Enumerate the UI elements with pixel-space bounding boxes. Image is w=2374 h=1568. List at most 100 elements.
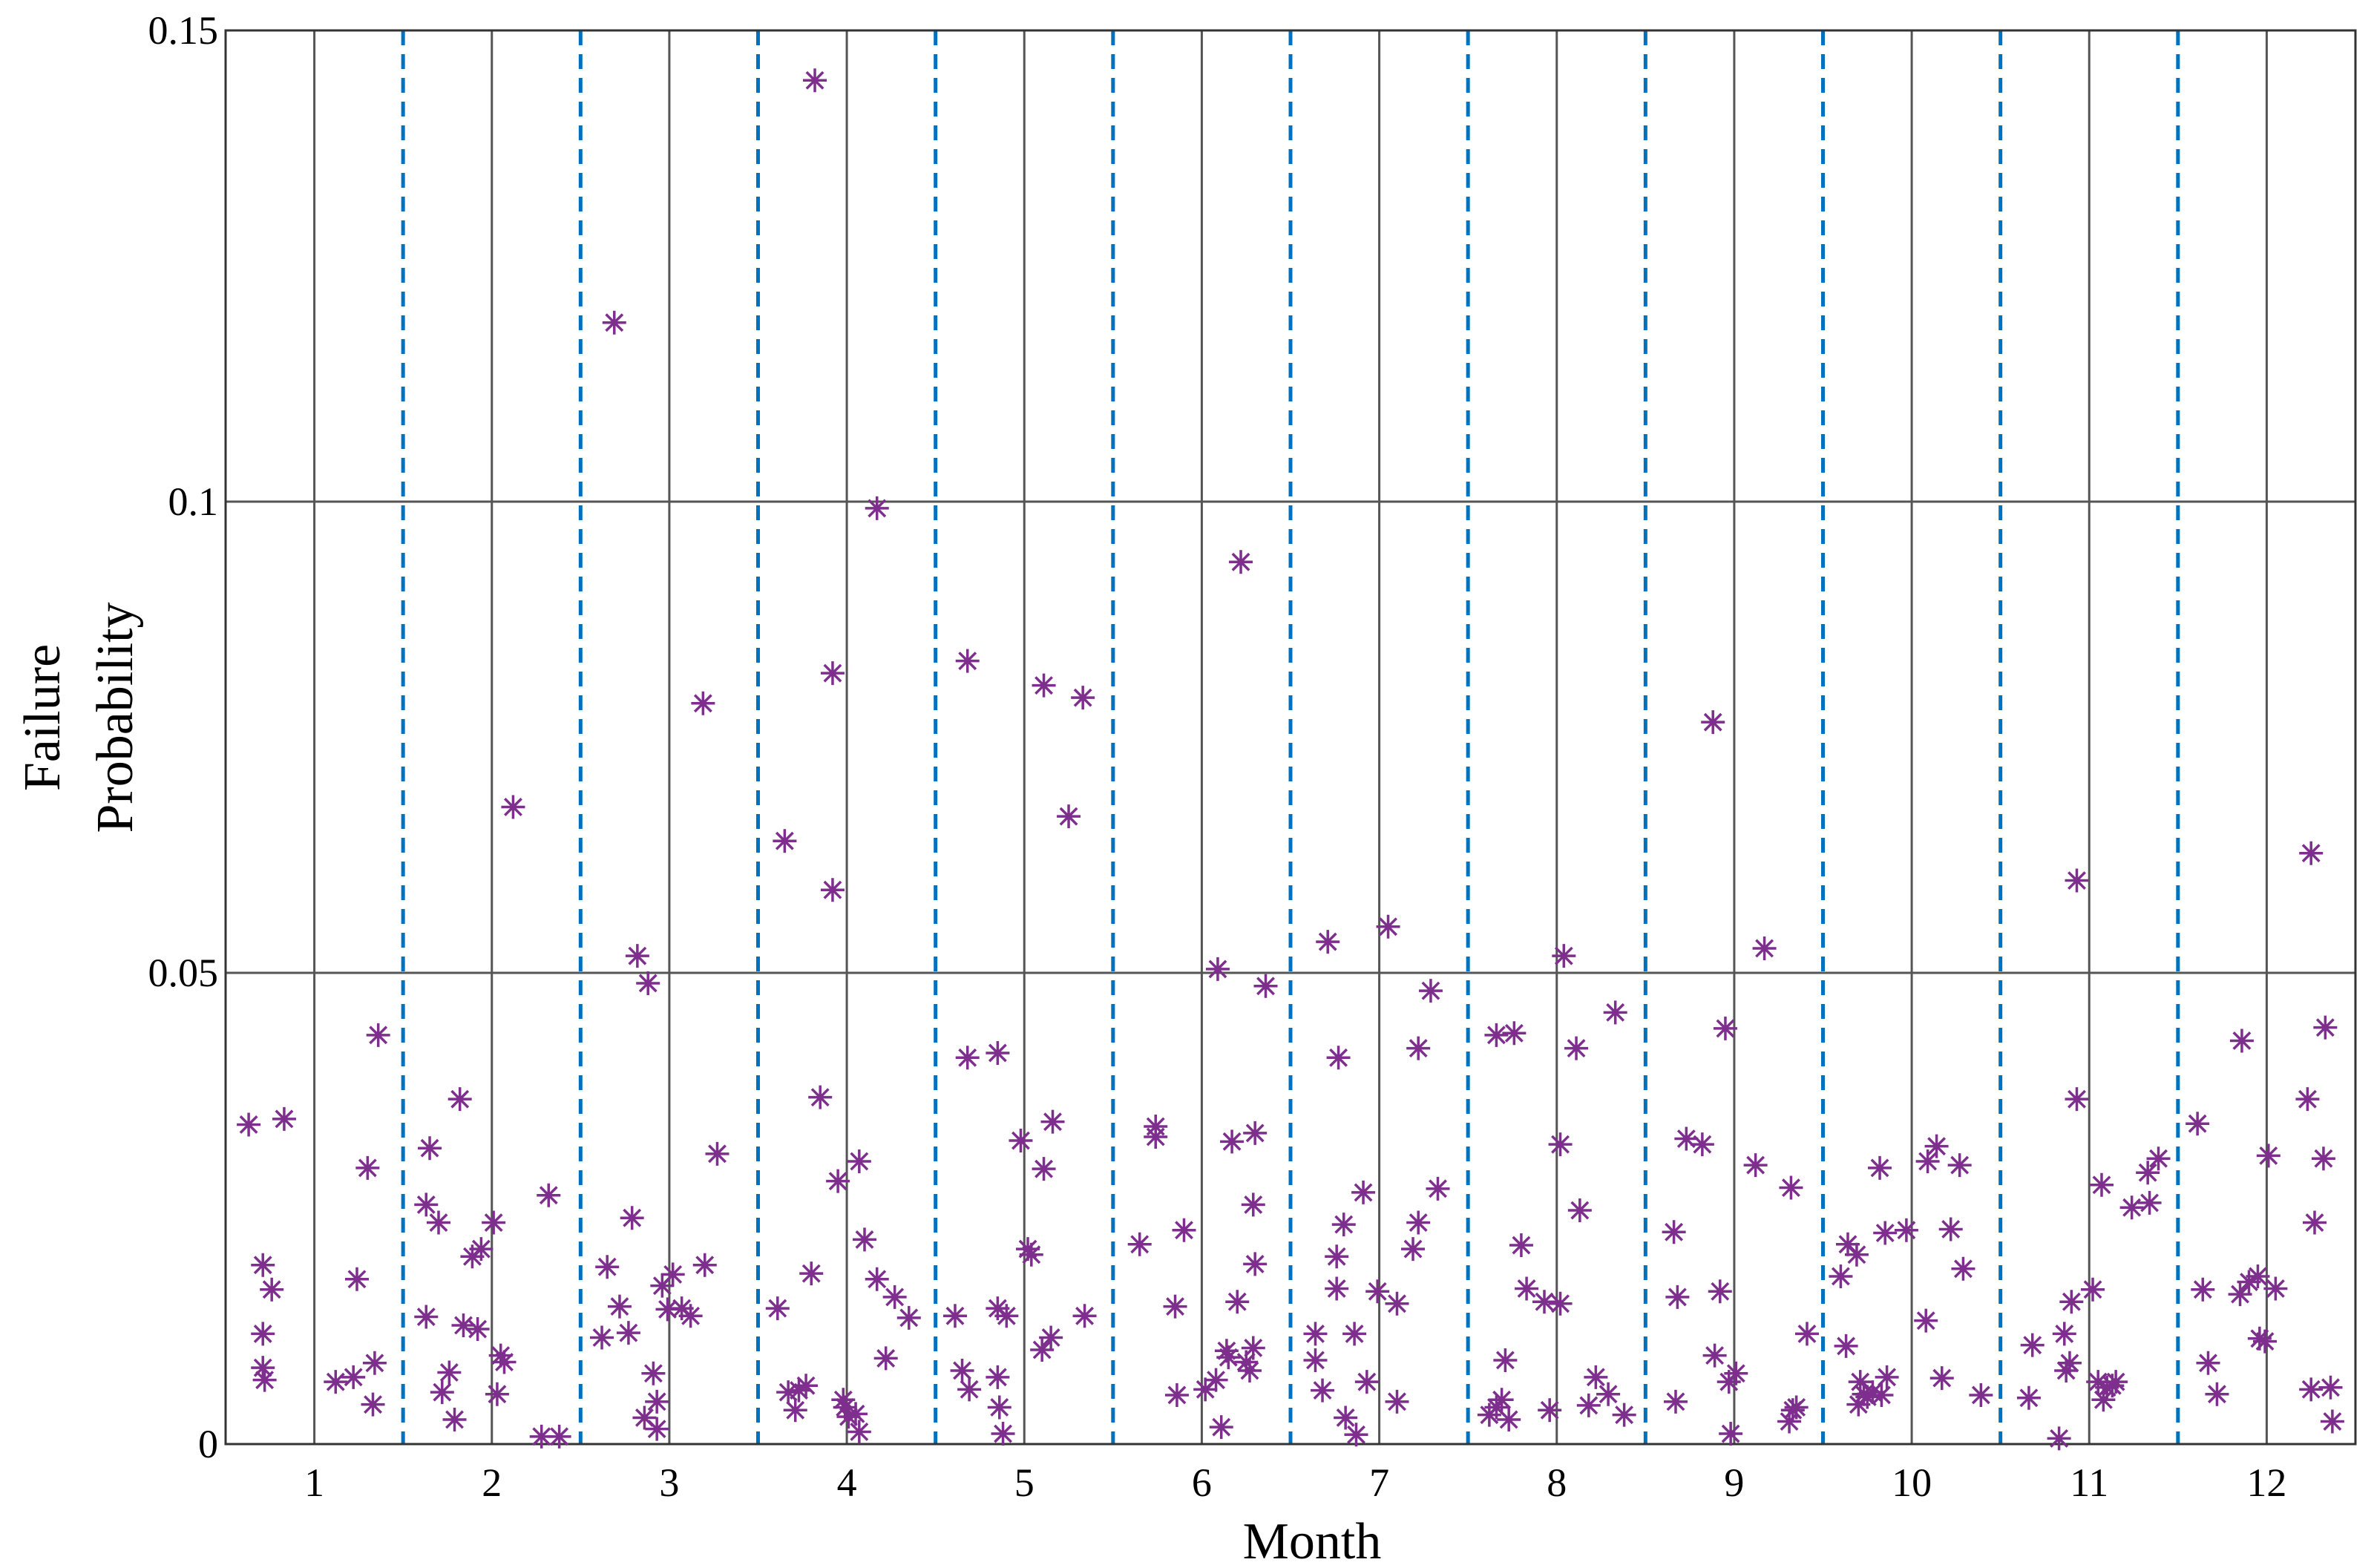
- point: [678, 1304, 703, 1328]
- point: [2057, 1351, 2082, 1375]
- point: [237, 1112, 261, 1137]
- point: [537, 1183, 561, 1207]
- point: [430, 1380, 454, 1405]
- point: [2302, 1210, 2327, 1235]
- point: [1947, 1153, 1972, 1178]
- x-tick-label: 7: [1369, 1460, 1389, 1505]
- point: [2196, 1351, 2220, 1375]
- point: [776, 1380, 801, 1405]
- point: [2295, 1087, 2320, 1112]
- point: [1743, 1153, 1768, 1178]
- point: [1848, 1370, 1872, 1394]
- point: [418, 1136, 442, 1161]
- point: [1875, 1365, 1899, 1389]
- point: [1376, 914, 1400, 939]
- point: [1214, 1339, 1239, 1363]
- point: [942, 1304, 967, 1328]
- y-tick-label: 0.1: [168, 479, 219, 524]
- point: [1040, 1109, 1065, 1134]
- point: [2256, 1144, 2280, 1168]
- point: [2246, 1264, 2270, 1288]
- point: [252, 1368, 277, 1392]
- point: [1016, 1237, 1040, 1262]
- point: [1860, 1380, 1885, 1405]
- point: [1418, 979, 1443, 1003]
- point: [950, 1358, 974, 1382]
- point: [787, 1378, 811, 1403]
- y-tick-label: 0.15: [148, 8, 219, 53]
- point: [955, 1046, 980, 1070]
- point: [991, 1422, 1015, 1446]
- x-axis-label: Month: [1243, 1513, 1382, 1568]
- point: [2095, 1375, 2119, 1400]
- point: [1401, 1237, 1426, 1262]
- point: [1030, 1338, 1055, 1362]
- point: [1915, 1149, 1940, 1173]
- point: [1303, 1322, 1328, 1346]
- point: [2091, 1388, 2116, 1412]
- point: [442, 1407, 467, 1431]
- point: [1829, 1264, 1853, 1288]
- point: [1509, 1233, 1533, 1258]
- point: [2059, 1290, 2084, 1314]
- point: [1538, 1398, 1562, 1423]
- point: [451, 1313, 476, 1337]
- point: [882, 1285, 907, 1309]
- point: [1205, 957, 1230, 981]
- point: [488, 1343, 513, 1368]
- point: [994, 1304, 1019, 1328]
- point: [1873, 1221, 1898, 1245]
- plot-frame: [224, 29, 2357, 1446]
- point: [465, 1317, 490, 1342]
- point: [645, 1389, 669, 1414]
- point: [636, 971, 660, 995]
- point: [469, 1237, 494, 1262]
- point: [414, 1193, 439, 1217]
- point: [1777, 1409, 1802, 1434]
- point: [1834, 1334, 1858, 1358]
- x-tick-label: 6: [1192, 1460, 1212, 1505]
- point: [873, 1346, 898, 1371]
- point: [1603, 1000, 1627, 1025]
- x-tick-label: 4: [837, 1460, 857, 1505]
- point: [437, 1360, 462, 1385]
- point: [1719, 1422, 1743, 1446]
- point: [645, 1417, 669, 1441]
- point: [2205, 1382, 2229, 1406]
- point: [808, 1085, 833, 1109]
- point: [547, 1424, 571, 1449]
- point: [1794, 1322, 1819, 1346]
- point: [1969, 1382, 1993, 1407]
- point: [616, 1321, 640, 1345]
- point: [1172, 1218, 1196, 1242]
- point: [1057, 804, 1081, 829]
- point: [1326, 1046, 1351, 1070]
- point: [1237, 1358, 1262, 1382]
- point: [1072, 1304, 1097, 1328]
- point: [820, 661, 845, 686]
- point: [692, 1253, 717, 1277]
- point: [831, 1388, 856, 1412]
- point: [1241, 1336, 1265, 1360]
- point: [1342, 1322, 1367, 1346]
- point: [607, 1294, 632, 1319]
- point: [1311, 1378, 1335, 1403]
- point: [602, 310, 626, 335]
- point: [1576, 1393, 1601, 1417]
- point: [1225, 1290, 1250, 1314]
- point: [1938, 1217, 1963, 1241]
- point: [1548, 1291, 1573, 1316]
- point: [987, 1395, 1011, 1420]
- point: [2086, 1370, 2111, 1394]
- point: [427, 1210, 450, 1235]
- point: [660, 1262, 685, 1287]
- point: [1584, 1365, 1608, 1389]
- point: [844, 1402, 868, 1426]
- point: [632, 1405, 657, 1430]
- point: [1331, 1213, 1356, 1237]
- point: [1216, 1345, 1241, 1370]
- point: [799, 1262, 824, 1286]
- point: [1243, 1252, 1268, 1276]
- point: [482, 1210, 506, 1235]
